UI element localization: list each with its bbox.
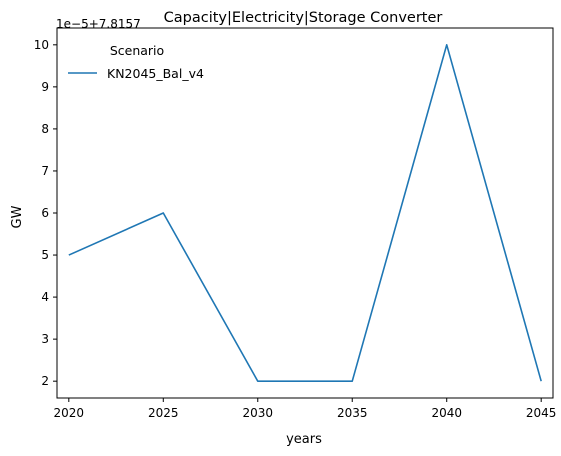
y-tick-label: 2 [41,374,49,388]
x-tick-label: 2040 [431,406,462,420]
x-tick-label: 2045 [526,406,557,420]
y-tick-label: 8 [41,122,49,136]
legend: Scenario KN2045_Bal_v4 [68,43,204,81]
chart-title: Capacity|Electricity|Storage Converter [164,10,443,26]
y-tick-label: 6 [41,206,49,220]
x-tick-label: 2025 [148,406,179,420]
y-tick-label: 9 [41,80,49,94]
y-axis-label: GW [10,205,25,228]
y-tick-label: 7 [41,164,49,178]
x-tick-label: 2030 [242,406,273,420]
x-tick-label: 2035 [337,406,368,420]
legend-title: Scenario [110,43,164,58]
series-layer [68,44,542,382]
y-tick-label: 5 [41,248,49,262]
y-tick-label: 4 [41,290,49,304]
legend-entry-label: KN2045_Bal_v4 [107,66,204,81]
x-tick-label: 2020 [54,406,85,420]
y-axis: 2 3 4 5 6 7 8 9 10 [34,38,57,388]
y-tick-label: 10 [34,38,49,52]
x-axis: 2020 2025 2030 2035 2040 2045 [54,398,557,420]
x-axis-label: years [286,432,322,447]
y-tick-label: 3 [41,332,49,346]
series-line [68,44,542,382]
plot-area [56,27,554,399]
